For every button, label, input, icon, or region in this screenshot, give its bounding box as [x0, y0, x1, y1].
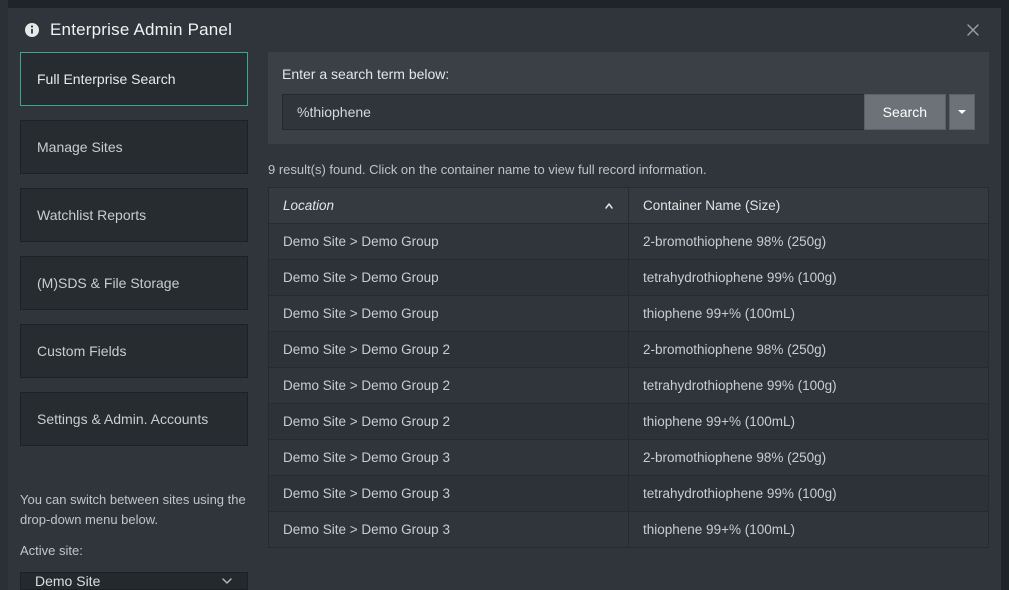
- search-row: Search: [282, 94, 975, 130]
- active-site-select[interactable]: Demo Site: [20, 572, 248, 590]
- sidebar: Full Enterprise Search Manage Sites Watc…: [20, 52, 248, 578]
- search-label: Enter a search term below:: [282, 66, 975, 82]
- chevron-down-icon: [221, 575, 233, 587]
- cell-container-name[interactable]: tetrahydrothiophene 99% (100g): [629, 368, 989, 404]
- main-content: Enter a search term below: Search 9 resu…: [268, 52, 989, 578]
- table-row: Demo Site > Demo Group 2tetrahydrothioph…: [269, 368, 989, 404]
- cell-container-name[interactable]: thiophene 99+% (100mL): [629, 404, 989, 440]
- cell-container-name[interactable]: thiophene 99+% (100mL): [629, 512, 989, 548]
- search-box: Enter a search term below: Search: [268, 52, 989, 144]
- table-row: Demo Site > Demo Grouptetrahydrothiophen…: [269, 260, 989, 296]
- nav-settings-admin-accounts[interactable]: Settings & Admin. Accounts: [20, 392, 248, 446]
- cell-location: Demo Site > Demo Group 3: [269, 440, 629, 476]
- cell-location: Demo Site > Demo Group: [269, 260, 629, 296]
- nav-full-enterprise-search[interactable]: Full Enterprise Search: [20, 52, 248, 106]
- caret-down-icon: [958, 108, 966, 116]
- admin-panel: Enterprise Admin Panel Full Enterprise S…: [8, 8, 1001, 590]
- cell-location: Demo Site > Demo Group: [269, 296, 629, 332]
- cell-location: Demo Site > Demo Group 2: [269, 404, 629, 440]
- results-table: Location Container Name (Size) Demo Site…: [268, 187, 989, 548]
- sort-asc-icon: [604, 201, 614, 211]
- cell-container-name[interactable]: 2-bromothiophene 98% (250g): [629, 440, 989, 476]
- column-header-container-label: Container Name (Size): [643, 198, 780, 213]
- column-header-location-label: Location: [283, 198, 334, 213]
- close-button[interactable]: [961, 18, 985, 42]
- cell-location: Demo Site > Demo Group: [269, 224, 629, 260]
- cell-container-name[interactable]: 2-bromothiophene 98% (250g): [629, 332, 989, 368]
- column-header-container[interactable]: Container Name (Size): [629, 188, 989, 224]
- table-row: Demo Site > Demo Group 32-bromothiophene…: [269, 440, 989, 476]
- panel-title: Enterprise Admin Panel: [50, 20, 232, 40]
- cell-location: Demo Site > Demo Group 2: [269, 368, 629, 404]
- nav-watchlist-reports[interactable]: Watchlist Reports: [20, 188, 248, 242]
- search-button[interactable]: Search: [864, 94, 946, 130]
- table-row: Demo Site > Demo Group 3tetrahydrothioph…: [269, 476, 989, 512]
- cell-location: Demo Site > Demo Group 3: [269, 512, 629, 548]
- site-switch-note: You can switch between sites using the d…: [20, 490, 248, 529]
- table-row: Demo Site > Demo Group 22-bromothiophene…: [269, 332, 989, 368]
- table-row: Demo Site > Demo Groupthiophene 99+% (10…: [269, 296, 989, 332]
- results-summary: 9 result(s) found. Click on the containe…: [268, 162, 989, 177]
- table-row: Demo Site > Demo Group 2thiophene 99+% (…: [269, 404, 989, 440]
- active-site-value: Demo Site: [35, 573, 100, 589]
- cell-location: Demo Site > Demo Group 3: [269, 476, 629, 512]
- search-dropdown-button[interactable]: [949, 94, 975, 130]
- nav-msds-file-storage[interactable]: (M)SDS & File Storage: [20, 256, 248, 310]
- cell-location: Demo Site > Demo Group 2: [269, 332, 629, 368]
- cell-container-name[interactable]: tetrahydrothiophene 99% (100g): [629, 260, 989, 296]
- panel-body: Full Enterprise Search Manage Sites Watc…: [8, 52, 1001, 590]
- cell-container-name[interactable]: tetrahydrothiophene 99% (100g): [629, 476, 989, 512]
- nav-custom-fields[interactable]: Custom Fields: [20, 324, 248, 378]
- active-site-label: Active site:: [20, 543, 248, 558]
- table-row: Demo Site > Demo Group2-bromothiophene 9…: [269, 224, 989, 260]
- panel-header: Enterprise Admin Panel: [8, 8, 1001, 52]
- backdrop: [0, 0, 8, 590]
- close-icon: [967, 24, 979, 36]
- nav-manage-sites[interactable]: Manage Sites: [20, 120, 248, 174]
- cell-container-name[interactable]: thiophene 99+% (100mL): [629, 296, 989, 332]
- cell-container-name[interactable]: 2-bromothiophene 98% (250g): [629, 224, 989, 260]
- table-row: Demo Site > Demo Group 3thiophene 99+% (…: [269, 512, 989, 548]
- info-icon: [24, 22, 40, 38]
- search-input[interactable]: [282, 94, 864, 130]
- column-header-location[interactable]: Location: [269, 188, 629, 224]
